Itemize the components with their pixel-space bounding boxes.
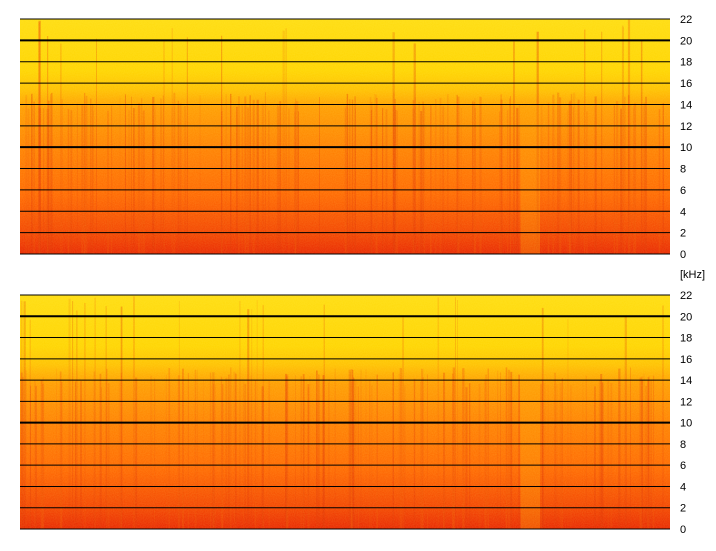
noise-texture	[20, 19, 670, 254]
y-tick-label: 8	[680, 439, 686, 451]
spectrogram-panel-bottom: 0 2 4 6 8 10 12 14 16 18 20 22	[20, 290, 692, 536]
y-tick-label: 0	[680, 249, 686, 261]
y-tick-label: 16	[680, 78, 692, 90]
noise-texture	[20, 295, 670, 529]
y-tick-label: 14	[680, 375, 692, 387]
y-tick-label: 10	[680, 418, 692, 430]
y-tick-label: 6	[680, 460, 686, 472]
y-tick-label: 16	[680, 354, 692, 366]
y-tick-label: 20	[680, 35, 692, 47]
y-tick-label: 12	[680, 396, 692, 408]
y-tick-label: 18	[680, 57, 692, 69]
y-axis-unit-label: [kHz]	[680, 269, 705, 281]
y-tick-label: 10	[680, 142, 692, 154]
y-tick-label: 2	[680, 503, 686, 515]
spectrogram-panel-top: 0 2 4 6 8 10 12 14 16 18 20 22	[20, 14, 692, 261]
y-tick-label: 8	[680, 164, 686, 176]
y-tick-label: 2	[680, 228, 686, 240]
y-tick-label: 20	[680, 311, 692, 323]
y-tick-label: 4	[680, 206, 686, 218]
y-tick-label: 22	[680, 14, 692, 26]
y-tick-label: 0	[680, 524, 686, 536]
y-tick-label: 22	[680, 290, 692, 302]
y-tick-label: 12	[680, 121, 692, 133]
y-tick-label: 4	[680, 481, 686, 493]
y-tick-label: 14	[680, 99, 692, 111]
y-tick-label: 6	[680, 185, 686, 197]
y-tick-label: 18	[680, 333, 692, 345]
